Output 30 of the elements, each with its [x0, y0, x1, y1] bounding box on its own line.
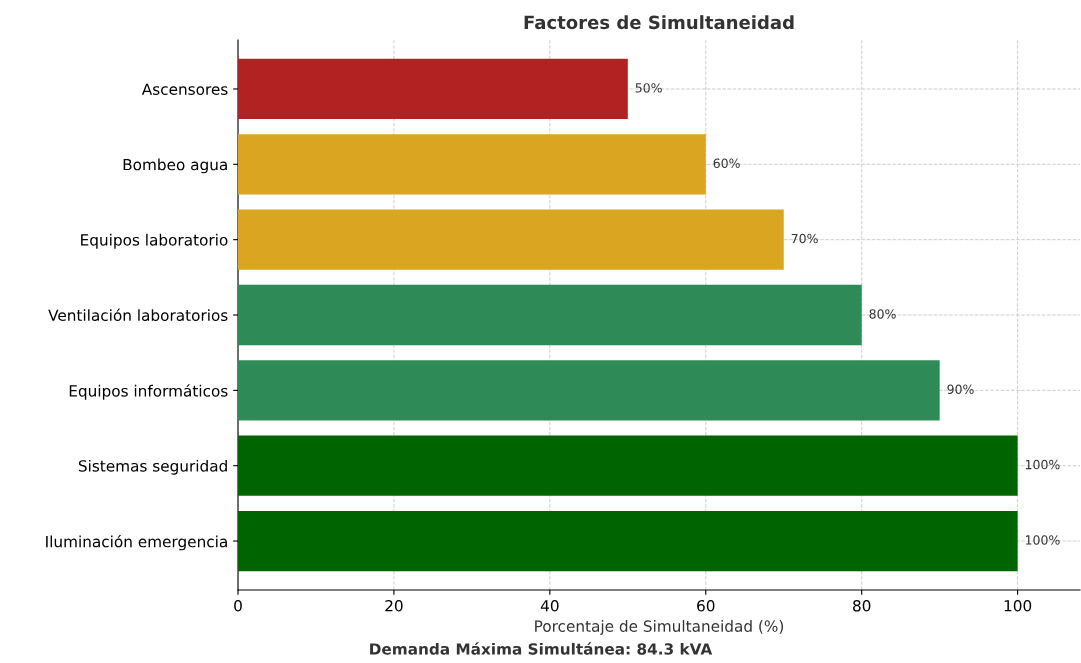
y-tick-label: Ascensores: [141, 83, 228, 95]
x-tick-label: 0: [234, 599, 242, 612]
data-label: 70%: [791, 233, 818, 244]
bar: [238, 360, 940, 421]
chart-title: Factores de Simultaneidad: [524, 15, 794, 30]
bar: [238, 134, 706, 195]
data-label: 60%: [713, 158, 740, 168]
y-tick-label: Equipos laboratorio: [81, 233, 228, 249]
x-axis-title: Porcentaje de Simultaneidad (%): [535, 620, 784, 635]
data-label: 90%: [947, 384, 974, 394]
bar: [238, 435, 1018, 496]
y-tick-label: Equipos informáticos: [69, 384, 228, 400]
bar: [238, 510, 1018, 572]
data-label: 50%: [635, 83, 662, 93]
data-label: 100%: [1025, 459, 1060, 470]
bar: [238, 209, 784, 270]
x-tick-label: 60: [697, 599, 715, 612]
x-tick-label: 20: [385, 599, 403, 612]
y-tick-label: Ventilación laboratorios: [48, 308, 228, 322]
y-tick-label: Iluminación emergencia: [46, 534, 227, 551]
x-tick-label: 80: [853, 599, 871, 612]
text: Demanda Máxima Simultánea: 84.3 kVA: [370, 642, 713, 655]
bar: [238, 58, 628, 120]
y-tick-label: Bombeo agua: [123, 158, 227, 174]
data-label: 100%: [1025, 535, 1060, 545]
bar: [238, 284, 862, 346]
x-tick-label: 100: [1004, 599, 1032, 612]
data-label: 80%: [869, 309, 896, 319]
y-tick-label: Sistemas seguridad: [78, 459, 227, 475]
x-tick-label: 40: [540, 599, 559, 612]
